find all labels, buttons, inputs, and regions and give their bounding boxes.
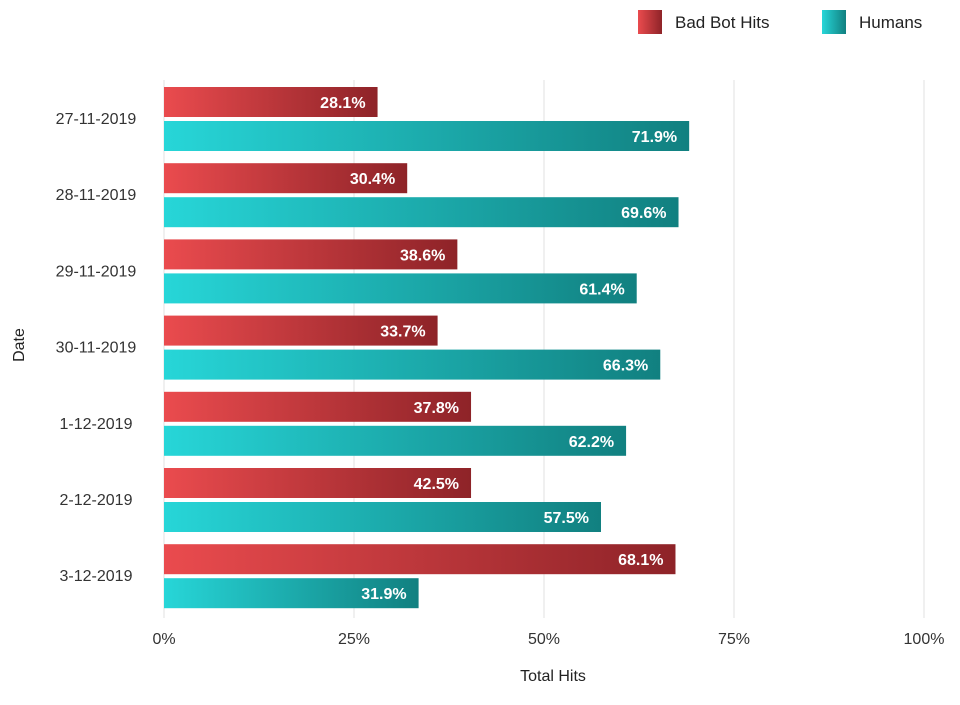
data-label: 33.7% [380, 324, 425, 341]
bars [164, 87, 690, 609]
x-tick-label: 0% [152, 631, 175, 648]
bar [164, 349, 661, 380]
bar [164, 315, 438, 346]
y-tick-label: 29-11-2019 [56, 263, 137, 280]
data-label: 57.5% [544, 510, 589, 527]
legend-swatch [638, 10, 662, 34]
data-label: 71.9% [632, 129, 677, 146]
x-axis-title: Total Hits [520, 668, 586, 685]
bar [164, 391, 472, 422]
y-axis-ticks: 27-11-2019 28-11-2019 29-11-2019 30-11-2019… [56, 111, 137, 585]
bar [164, 163, 408, 194]
y-tick-label: 2-12-2019 [60, 492, 133, 509]
legend-swatch [822, 10, 846, 34]
legend: Bad Bot Hits Humans [638, 10, 922, 34]
legend-label: Bad Bot Hits [675, 13, 770, 32]
bar [164, 121, 690, 151]
y-tick-label: 1-12-2019 [60, 416, 133, 433]
bar [164, 87, 378, 117]
y-tick-label: 30-11-2019 [56, 340, 137, 357]
data-label: 38.6% [400, 247, 445, 264]
bar [164, 502, 601, 532]
data-label: 68.1% [618, 552, 663, 569]
bar [164, 239, 458, 270]
y-axis-title: Date [11, 328, 28, 362]
data-label: 37.8% [414, 400, 459, 417]
bar [164, 273, 637, 304]
legend-label: Humans [859, 13, 922, 32]
data-labels: 28.1% 71.9% 30.4% 69.6% 38.6% 61.4% 33.7% 66.3%… [320, 95, 677, 603]
bar [164, 544, 676, 575]
x-axis-ticks: 0% 25% 50% 75% 100% [152, 631, 944, 648]
x-tick-label: 75% [718, 631, 750, 648]
data-label: 61.4% [579, 281, 624, 298]
data-label: 31.9% [361, 586, 406, 603]
data-label: 69.6% [621, 205, 666, 222]
x-tick-label: 100% [904, 631, 945, 648]
data-label: 42.5% [414, 476, 459, 493]
y-tick-label: 3-12-2019 [60, 568, 133, 585]
x-tick-label: 25% [338, 631, 370, 648]
y-tick-label: 27-11-2019 [56, 111, 137, 128]
gridlines [163, 80, 925, 618]
bar [164, 468, 472, 498]
bar [164, 425, 627, 456]
x-tick-label: 50% [528, 631, 560, 648]
data-label: 66.3% [603, 358, 648, 375]
data-label: 30.4% [350, 171, 395, 188]
data-label: 62.2% [569, 434, 614, 451]
y-tick-label: 28-11-2019 [56, 187, 137, 204]
bar [164, 197, 679, 228]
bar [164, 578, 419, 609]
data-label: 28.1% [320, 95, 365, 112]
